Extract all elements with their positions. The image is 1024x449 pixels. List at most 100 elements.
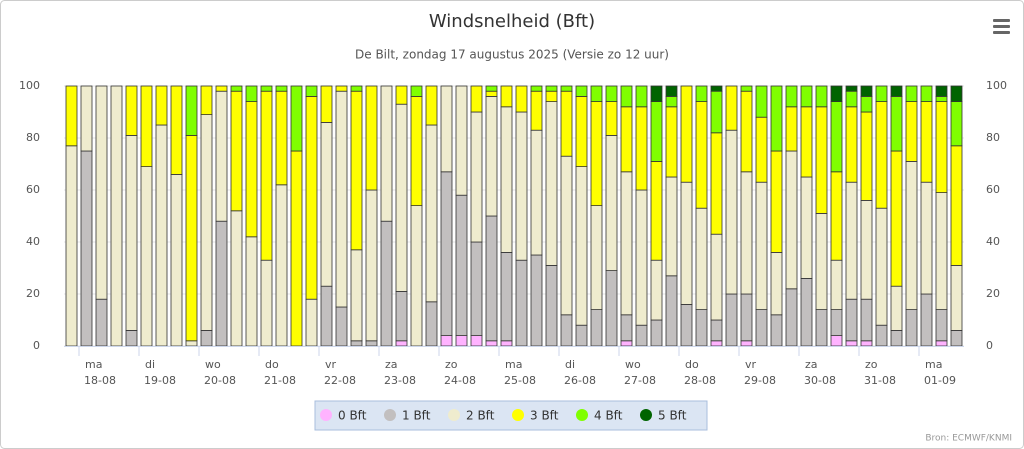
bar-segment [605, 134, 618, 271]
bar-segment [125, 85, 138, 136]
bar-segment [905, 309, 918, 347]
bar-segment [710, 85, 723, 92]
bar-segment [215, 85, 228, 92]
bar-segment [350, 249, 363, 342]
bar-segment [620, 171, 633, 316]
bar-segment [560, 85, 573, 92]
bar-segment [890, 329, 903, 347]
bar-segment [545, 101, 558, 266]
bar-segment [245, 236, 258, 347]
bar-segment [920, 181, 933, 295]
bar-segment [770, 85, 783, 152]
legend-item[interactable]: 2 Bft [448, 409, 495, 423]
bar-segment [950, 101, 963, 147]
bar-segment [920, 293, 933, 347]
bar-segment [365, 340, 378, 347]
bar-segment [410, 96, 423, 206]
bar-segment [230, 210, 243, 347]
bar-segment [800, 106, 813, 178]
bar-segment [755, 85, 768, 118]
bar-segment [560, 314, 573, 347]
bar-segment [920, 85, 933, 103]
bar-segment [515, 111, 528, 261]
bar-segment [920, 101, 933, 183]
bar-segment [800, 85, 813, 108]
menu-icon [993, 31, 1010, 34]
bar-segment [905, 160, 918, 310]
bar-segment [680, 181, 693, 305]
legend-item[interactable]: 0 Bft [320, 409, 367, 423]
bar-segment [620, 314, 633, 342]
bar-segment [710, 132, 723, 235]
bar-segment [695, 309, 708, 347]
legend-item[interactable]: 1 Bft [384, 409, 431, 423]
y-tick-label: 0 [33, 339, 40, 352]
bar-segment [680, 303, 693, 347]
x-tick-day: ma [925, 358, 942, 371]
legend-item[interactable]: 5 Bft [640, 409, 687, 423]
bar-segment [710, 340, 723, 347]
bar-segment [635, 324, 648, 347]
bar-segment [320, 285, 333, 347]
legend-symbol [384, 409, 396, 421]
bar-segment [830, 101, 843, 173]
bar-segment [470, 111, 483, 243]
x-tick-date: 24-08 [444, 374, 476, 387]
bar-segment [860, 340, 873, 347]
bar-segment [245, 101, 258, 238]
bar-segment [335, 85, 348, 92]
bar-segment [935, 309, 948, 342]
bar-segment [395, 85, 408, 105]
legend-label: 3 Bft [530, 409, 559, 423]
bar-segment [260, 85, 273, 92]
chart-subtitle: De Bilt, zondag 17 augustus 2025 (Versie… [355, 48, 669, 62]
bar-segment [380, 85, 393, 222]
bar-segment [635, 189, 648, 326]
bar-segment [425, 301, 438, 347]
legend-label: 0 Bft [338, 409, 367, 423]
bar-segment [800, 277, 813, 347]
chart-title: Windsnelheid (Bft) [429, 11, 595, 32]
bar-segment [530, 90, 543, 131]
bar-segment [140, 85, 153, 167]
legend-symbol [576, 409, 588, 421]
bar-segment [860, 96, 873, 113]
bar-segment [755, 116, 768, 183]
bar-segment [770, 251, 783, 316]
y-tick-label: 20 [26, 287, 40, 300]
legend-label: 2 Bft [466, 409, 495, 423]
x-tick-day: wo [625, 358, 641, 371]
bar-segment [290, 85, 303, 152]
y-tick-label: 80 [26, 131, 40, 144]
bar-segment [365, 85, 378, 191]
bar-segment [650, 101, 663, 162]
x-tick-day: wo [205, 358, 221, 371]
bar-segment [215, 90, 228, 222]
bar-segment [770, 314, 783, 347]
x-tick-date: 01-09 [924, 374, 956, 387]
bar-segment [935, 101, 948, 193]
bar-segment [575, 96, 588, 167]
bar-segment [755, 309, 768, 347]
menu-button[interactable] [990, 16, 1012, 36]
x-tick-date: 28-08 [684, 374, 716, 387]
bar-segment [635, 106, 648, 191]
bar-segment [785, 150, 798, 290]
bar-segment [260, 90, 273, 261]
bar-segment [725, 129, 738, 295]
bar-segment [110, 85, 123, 347]
bar-segment [305, 298, 318, 347]
x-tick-day: vr [325, 358, 337, 371]
bar-segment [575, 85, 588, 97]
bar-segment [575, 166, 588, 326]
legend-item[interactable]: 4 Bft [576, 409, 623, 423]
bar-segment [695, 207, 708, 310]
bar-segment [260, 259, 273, 347]
bar-segment [500, 251, 513, 342]
legend-item[interactable]: 3 Bft [512, 409, 559, 423]
bar-segment [770, 150, 783, 253]
bar-segment [650, 160, 663, 261]
y-tick-label: 60 [26, 183, 40, 196]
y2-tick-label: 0 [986, 339, 993, 352]
bar-segment [245, 85, 258, 103]
